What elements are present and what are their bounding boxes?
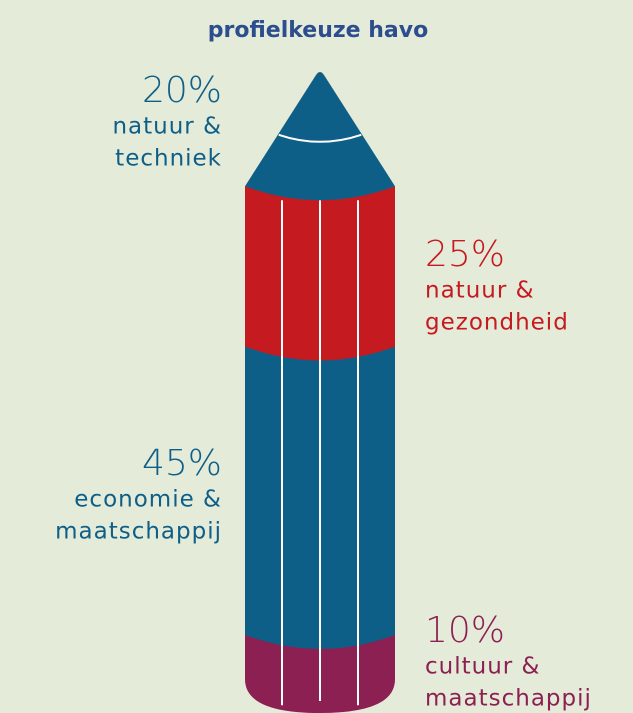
value-label: 45% bbox=[142, 443, 222, 484]
category-label: natuur & bbox=[112, 114, 222, 140]
category-label: techniek bbox=[115, 146, 222, 172]
category-label: cultuur & bbox=[425, 654, 541, 680]
category-label: maatschappij bbox=[55, 519, 222, 545]
value-label: 25% bbox=[425, 234, 505, 275]
value-label: 20% bbox=[142, 70, 222, 111]
category-label: economie & bbox=[74, 487, 222, 513]
pencil bbox=[245, 72, 395, 713]
chart-title: profielkeuze havo bbox=[208, 18, 428, 43]
category-label: natuur & bbox=[425, 278, 535, 304]
value-label: 10% bbox=[425, 610, 505, 651]
category-label: maatschappij bbox=[425, 686, 592, 712]
category-label: gezondheid bbox=[425, 310, 569, 336]
chart: profielkeuze havo 20% natuur & techniek 25%… bbox=[0, 0, 633, 713]
